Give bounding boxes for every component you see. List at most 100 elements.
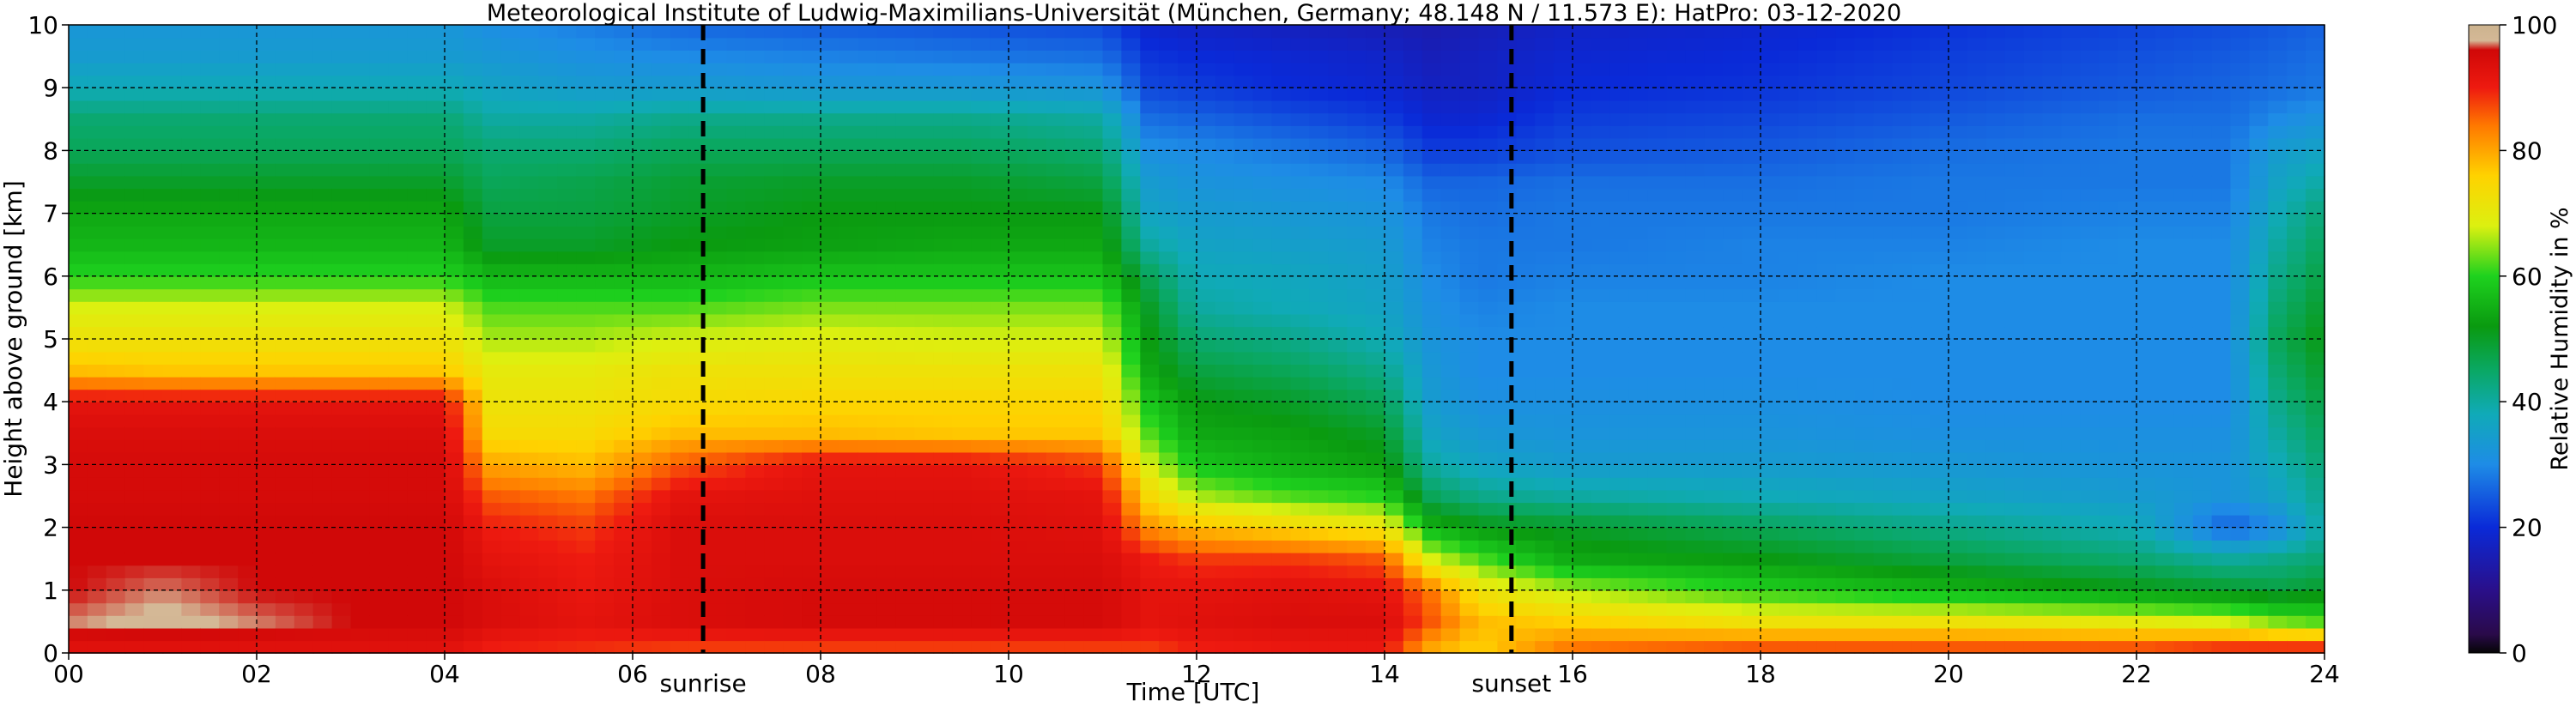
- heatmap-cell: [633, 125, 652, 139]
- heatmap-cell: [839, 640, 859, 654]
- heatmap-cell: [1628, 313, 1649, 328]
- heatmap-cell: [69, 627, 88, 642]
- heatmap-cell: [688, 62, 709, 76]
- heatmap-cell: [1197, 137, 1216, 152]
- heatmap-cell: [1628, 464, 1649, 478]
- heatmap-cell: [839, 125, 859, 139]
- heatmap-cell: [538, 275, 559, 290]
- heatmap-cell: [614, 137, 633, 152]
- heatmap-cell: [143, 25, 164, 39]
- heatmap-cell: [143, 627, 164, 642]
- heatmap-cell: [87, 213, 107, 227]
- heatmap-cell: [1459, 627, 1480, 642]
- heatmap-cell: [1309, 201, 1330, 215]
- heatmap-cell: [876, 376, 897, 390]
- heatmap-cell: [200, 515, 220, 529]
- heatmap-cell: [1385, 112, 1404, 126]
- heatmap-cell: [1497, 288, 1518, 302]
- heatmap-cell: [1816, 426, 1837, 440]
- heatmap-cell: [369, 163, 390, 177]
- heatmap-cell: [783, 313, 803, 328]
- heatmap-cell: [764, 577, 784, 591]
- heatmap-cell: [538, 288, 559, 302]
- heatmap-cell: [1816, 351, 1837, 365]
- heatmap-cell: [1685, 640, 1706, 654]
- heatmap-cell: [1816, 477, 1837, 491]
- heatmap-cell: [124, 339, 145, 353]
- heatmap-cell: [1252, 275, 1273, 290]
- heatmap-cell: [1628, 238, 1649, 252]
- heatmap-cell: [482, 426, 502, 440]
- heatmap-cell: [1459, 589, 1480, 604]
- heatmap-cell: [1497, 527, 1518, 541]
- heatmap-cell: [426, 351, 445, 365]
- heatmap-cell: [1704, 25, 1724, 39]
- heatmap-cell: [1816, 451, 1837, 466]
- heatmap-cell: [1854, 163, 1875, 177]
- heatmap-cell: [876, 62, 897, 76]
- heatmap-cell: [331, 339, 352, 353]
- heatmap-cell: [614, 552, 633, 566]
- heatmap-cell: [971, 251, 991, 264]
- heatmap-cell: [688, 326, 709, 340]
- heatmap-cell: [1685, 615, 1706, 629]
- heatmap-cell: [1779, 602, 1799, 616]
- heatmap-cell: [1609, 112, 1630, 126]
- heatmap-cell: [858, 339, 878, 353]
- heatmap-cell: [764, 251, 784, 264]
- heatmap-cell: [1478, 201, 1499, 215]
- heatmap-cell: [821, 339, 840, 353]
- heatmap-cell: [1554, 565, 1573, 578]
- heatmap-cell: [1779, 577, 1799, 591]
- heatmap-cell: [1535, 602, 1555, 616]
- heatmap-cell: [914, 489, 935, 504]
- heatmap-cell: [1328, 565, 1348, 578]
- heatmap-cell: [445, 213, 464, 227]
- heatmap-cell: [1666, 50, 1687, 63]
- heatmap-cell: [331, 326, 352, 340]
- heatmap-cell: [1497, 175, 1518, 190]
- heatmap-cell: [1685, 464, 1706, 478]
- heatmap-cell: [1440, 339, 1461, 353]
- heatmap-cell: [707, 75, 728, 88]
- heatmap-cell: [914, 477, 935, 491]
- heatmap-cell: [1835, 364, 1856, 378]
- heatmap-cell: [802, 37, 821, 51]
- heatmap-cell: [1628, 251, 1649, 264]
- heatmap-cell: [745, 100, 766, 114]
- heatmap-cell: [275, 251, 295, 264]
- heatmap-cell: [1140, 439, 1160, 453]
- heatmap-cell: [914, 326, 935, 340]
- heatmap-cell: [971, 552, 991, 566]
- heatmap-cell: [1083, 351, 1104, 365]
- heatmap-cell: [1892, 439, 1912, 453]
- heatmap-cell: [1647, 364, 1668, 378]
- heatmap-cell: [275, 515, 295, 529]
- heatmap-cell: [1233, 150, 1254, 164]
- heatmap-cell: [1835, 552, 1856, 566]
- heatmap-cell: [990, 88, 1009, 101]
- heatmap-cell: [1930, 589, 1949, 604]
- heatmap-cell: [1197, 326, 1216, 340]
- heatmap-cell: [162, 527, 183, 541]
- heatmap-cell: [143, 263, 164, 277]
- heatmap-cell: [500, 627, 521, 642]
- heatmap-cell: [576, 477, 596, 491]
- heatmap-cell: [1628, 150, 1649, 164]
- heatmap-cell: [1102, 150, 1123, 164]
- heatmap-cell: [971, 175, 991, 190]
- heatmap-cell: [876, 251, 897, 264]
- heatmap-cell: [595, 577, 615, 591]
- heatmap-cell: [1159, 640, 1179, 654]
- heatmap-cell: [1215, 112, 1235, 126]
- heatmap-cell: [707, 263, 728, 277]
- heatmap-cell: [1723, 37, 1743, 51]
- heatmap-cell: [990, 125, 1009, 139]
- heatmap-cell: [1854, 477, 1875, 491]
- heatmap-cell: [1347, 464, 1367, 478]
- heatmap-cell: [1027, 339, 1047, 353]
- heatmap-cell: [1685, 50, 1706, 63]
- heatmap-cell: [445, 451, 464, 466]
- heatmap-cell: [783, 451, 803, 466]
- heatmap-cell: [1403, 175, 1423, 190]
